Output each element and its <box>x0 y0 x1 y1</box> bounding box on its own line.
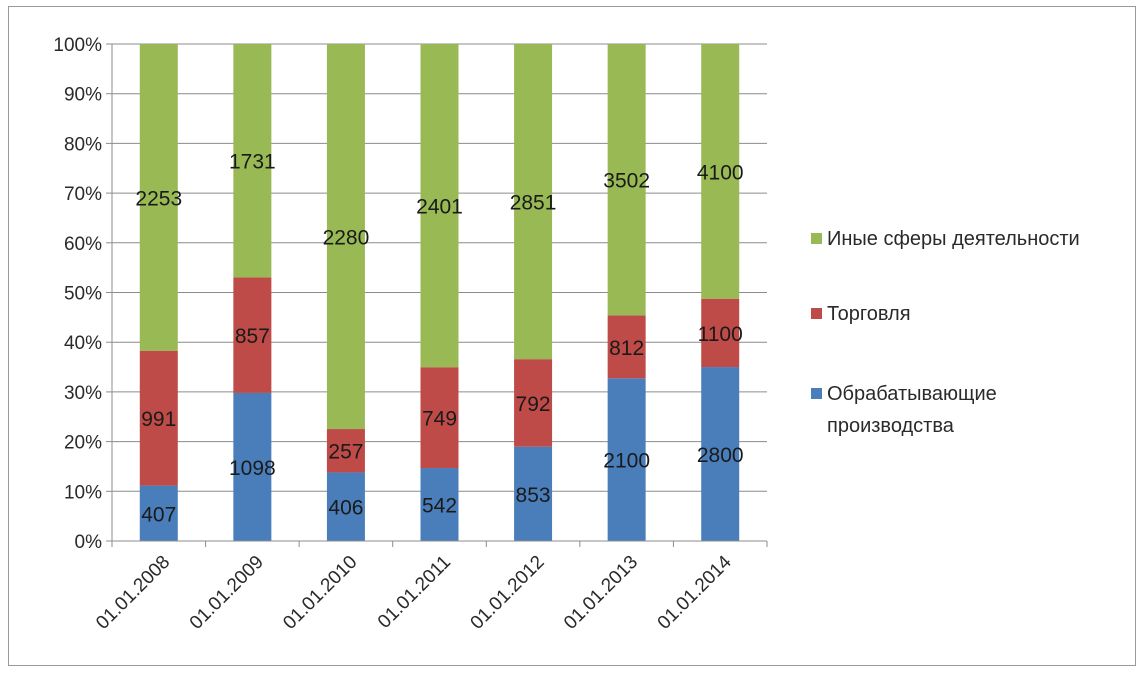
y-tick-label: 100% <box>53 35 102 56</box>
bar-segment <box>607 44 646 316</box>
data-label: 407 <box>141 503 176 526</box>
y-tick-label: 90% <box>64 85 102 106</box>
x-tick-label: 01.01.2011 <box>374 552 455 633</box>
bar-segment <box>514 44 553 360</box>
bar-segment <box>326 429 365 473</box>
y-tick-label: 60% <box>64 234 102 255</box>
data-label: 4100 <box>697 161 744 184</box>
y-tick-label: 40% <box>64 333 102 354</box>
y-tick-label: 30% <box>64 383 102 404</box>
data-label: 406 <box>328 497 363 520</box>
stacked-bar-chart: 0% 10% 20% 30% 40% 50% 60% 70% 80% 90% 100% 01.01.2… <box>53 35 1080 634</box>
bar-segment <box>607 315 646 379</box>
data-label: 257 <box>328 441 363 464</box>
bar-segment <box>420 468 459 541</box>
x-tick-label: 01.01.2014 <box>654 551 736 633</box>
legend-swatch <box>811 388 822 399</box>
bars <box>139 44 740 541</box>
bar-segment <box>233 392 272 541</box>
x-tick-label: 01.01.2009 <box>186 552 268 634</box>
bar-segment <box>701 298 740 368</box>
x-tick-label: 01.01.2008 <box>92 552 174 634</box>
data-label: 1098 <box>229 457 276 480</box>
y-tick-label: 50% <box>64 284 102 305</box>
data-label: 1100 <box>698 323 743 346</box>
data-label: 2253 <box>135 187 182 210</box>
bar-segment <box>139 350 178 486</box>
x-tick-label: 01.01.2013 <box>560 552 642 634</box>
data-label: 853 <box>516 484 551 507</box>
legend: Иные сферы деятельности Торговля Обрабатыв… <box>811 228 1080 437</box>
legend-label: Торговля <box>827 303 911 325</box>
data-label: 857 <box>235 325 270 348</box>
data-label: 2800 <box>697 444 744 467</box>
data-label: 2401 <box>416 196 463 219</box>
bar-segment <box>420 367 459 469</box>
legend-label: Обрабатывающие <box>827 383 997 405</box>
data-label: 991 <box>141 408 176 431</box>
bar-segment <box>607 378 646 541</box>
chart-frame: 0% 10% 20% 30% 40% 50% 60% 70% 80% 90% 100% 01.01.2… <box>8 6 1136 666</box>
bar-segment <box>233 277 272 393</box>
data-label: 812 <box>609 337 644 360</box>
x-tick-label: 01.01.2012 <box>467 552 549 634</box>
legend-label: Иные сферы деятельности <box>827 228 1080 250</box>
y-tick-label: 80% <box>64 134 102 155</box>
data-label: 792 <box>516 393 551 416</box>
bar-segment <box>326 44 365 430</box>
data-label: 2280 <box>323 227 370 250</box>
data-label: 2100 <box>603 450 650 473</box>
y-tick-label: 0% <box>75 532 103 553</box>
data-label: 2851 <box>510 192 557 215</box>
bar-segment <box>139 44 178 351</box>
y-tick-label: 10% <box>64 482 102 503</box>
data-label: 3502 <box>603 170 650 193</box>
bar-segment <box>701 44 740 299</box>
legend-label: производства <box>827 415 955 437</box>
y-tick-label: 70% <box>64 184 102 205</box>
bar-segment <box>326 472 365 541</box>
bar-segment <box>139 485 178 541</box>
x-tick-label: 01.01.2010 <box>279 552 361 634</box>
data-label: 1731 <box>229 151 276 174</box>
data-label: 542 <box>422 495 457 518</box>
bar-segment <box>701 367 740 541</box>
bar-segment <box>514 446 553 541</box>
bar-segment <box>514 359 553 447</box>
bar-segment <box>233 44 272 278</box>
y-tick-label: 20% <box>64 433 102 454</box>
bar-segment <box>420 44 459 368</box>
data-labels: 407 991 2253 1098 857 1731 406 257 2280 542 749 240… <box>135 151 743 527</box>
data-label: 749 <box>422 408 457 431</box>
legend-swatch <box>811 308 822 319</box>
legend-swatch <box>811 233 822 244</box>
